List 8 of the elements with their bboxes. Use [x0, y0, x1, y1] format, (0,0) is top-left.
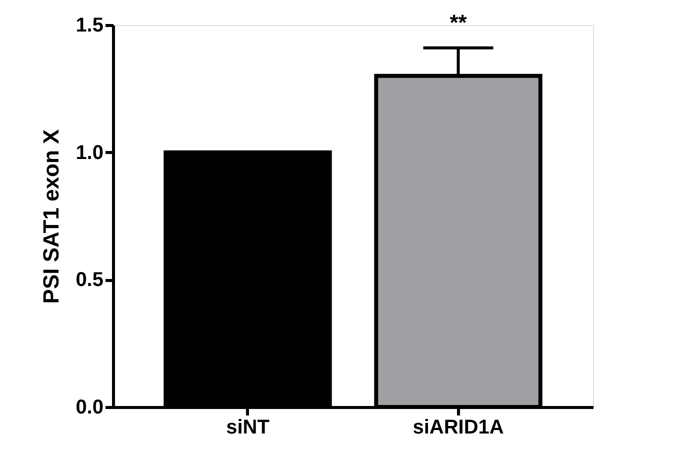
x-tick-label: siARID1A: [412, 416, 504, 438]
y-tick-label: 0.5: [76, 269, 104, 292]
annotation: **: [450, 10, 468, 35]
y-axis-title: PSI SAT1 exon X: [38, 128, 64, 304]
y-tick-label: 1.0: [76, 142, 104, 164]
x-tick-label: siNT: [226, 416, 270, 438]
y-tick-label: 0.0: [76, 396, 104, 418]
y-tick-label: 1.5: [76, 14, 104, 36]
